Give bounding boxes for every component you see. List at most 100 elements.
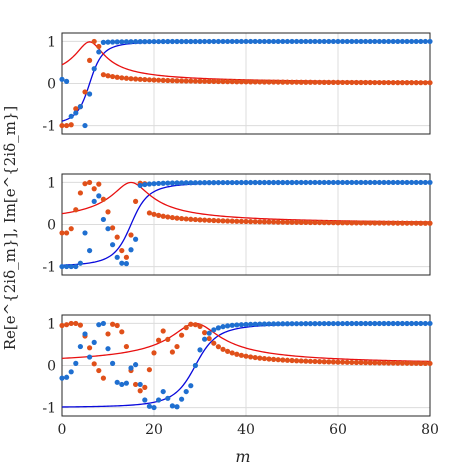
blue-data-point (142, 181, 148, 188)
red-data-point (390, 220, 396, 226)
blue-data-point (105, 226, 111, 232)
red-data-point (243, 218, 249, 225)
blue-data-point (294, 38, 300, 45)
red-data-point (289, 357, 295, 364)
blue-data-point (91, 198, 97, 204)
red-data-point (427, 80, 433, 86)
red-data-point (266, 356, 272, 362)
red-data-point (211, 340, 217, 346)
red-data-point (381, 220, 387, 226)
red-data-point (275, 219, 281, 225)
blue-data-point (91, 339, 97, 345)
red-data-point (271, 356, 277, 362)
blue-data-point (257, 38, 263, 45)
red-data-point (321, 359, 327, 365)
red-data-point (174, 343, 180, 350)
red-data-point (82, 181, 88, 187)
red-data-point (376, 360, 382, 366)
red-data-point (298, 79, 304, 85)
red-data-point (284, 79, 290, 85)
blue-data-point (123, 380, 129, 386)
red-data-point (234, 79, 240, 85)
blue-data-point (183, 38, 189, 45)
red-data-point (87, 57, 93, 63)
red-data-point (280, 79, 286, 85)
red-data-point (284, 357, 290, 363)
red-data-point (128, 232, 134, 238)
red-data-point (225, 218, 231, 224)
red-data-point (59, 122, 65, 129)
blue-data-point (312, 321, 318, 327)
red-data-point (280, 357, 286, 363)
red-data-point (151, 211, 157, 217)
blue-data-point (243, 179, 249, 186)
blue-data-point (413, 38, 419, 45)
blue-data-point (229, 179, 235, 186)
blue-data-point (156, 38, 162, 45)
blue-data-point (284, 179, 290, 186)
blue-data-point (179, 38, 185, 45)
y-tick-label: -1 (42, 119, 56, 135)
blue-data-point (427, 320, 433, 327)
red-data-point (229, 79, 235, 85)
blue-data-point (160, 38, 166, 45)
red-data-point (280, 219, 286, 225)
red-data-point (404, 220, 410, 226)
blue-data-point (271, 179, 277, 186)
red-data-point (91, 186, 97, 192)
red-data-point (183, 216, 189, 222)
red-data-point (202, 78, 208, 84)
blue-data-point (386, 179, 392, 186)
blue-data-point (142, 39, 148, 45)
red-data-point (119, 247, 125, 254)
red-data-point (252, 354, 258, 361)
blue-data-point (367, 320, 373, 327)
blue-data-point (335, 38, 341, 45)
blue-data-point (156, 397, 162, 403)
red-data-point (294, 219, 300, 225)
blue-data-point (349, 320, 355, 327)
panel-2: -1 0 1 (42, 173, 433, 276)
red-data-point (344, 79, 350, 86)
blue-data-point (179, 180, 185, 186)
red-data-point (427, 220, 433, 226)
blue-data-point (87, 247, 93, 254)
red-data-point (413, 80, 419, 86)
blue-data-point (284, 321, 290, 327)
red-data-point (317, 359, 323, 365)
red-data-point (307, 79, 313, 85)
blue-data-point (266, 38, 272, 45)
blue-data-point (82, 230, 88, 236)
blue-data-point (128, 365, 134, 371)
red-data-point (413, 220, 419, 226)
x-tick-label: 40 (237, 422, 255, 438)
blue-data-point (183, 180, 189, 186)
red-data-point (123, 343, 129, 350)
blue-data-point (358, 179, 364, 186)
red-data-point (229, 350, 235, 356)
blue-data-point (87, 354, 93, 360)
red-data-point (344, 220, 350, 226)
blue-data-point (100, 39, 106, 45)
red-data-point (59, 230, 65, 236)
red-data-point (133, 198, 139, 204)
blue-data-point (353, 38, 359, 45)
blue-data-point (123, 261, 129, 267)
red-data-point (409, 220, 415, 226)
red-data-point (156, 337, 162, 343)
red-data-point (326, 79, 332, 85)
red-data-point (151, 350, 157, 356)
blue-data-point (326, 179, 332, 186)
red-data-point (202, 330, 208, 336)
red-data-point (335, 79, 341, 86)
red-data-point (137, 76, 143, 82)
blue-data-point (192, 362, 198, 369)
blue-data-point (409, 38, 415, 45)
red-data-point (156, 77, 162, 83)
red-data-point (128, 76, 134, 82)
blue-data-point (100, 216, 106, 223)
red-data-point (422, 80, 428, 86)
red-data-point (358, 79, 364, 86)
blue-data-point (77, 260, 83, 266)
blue-data-point (234, 322, 240, 328)
